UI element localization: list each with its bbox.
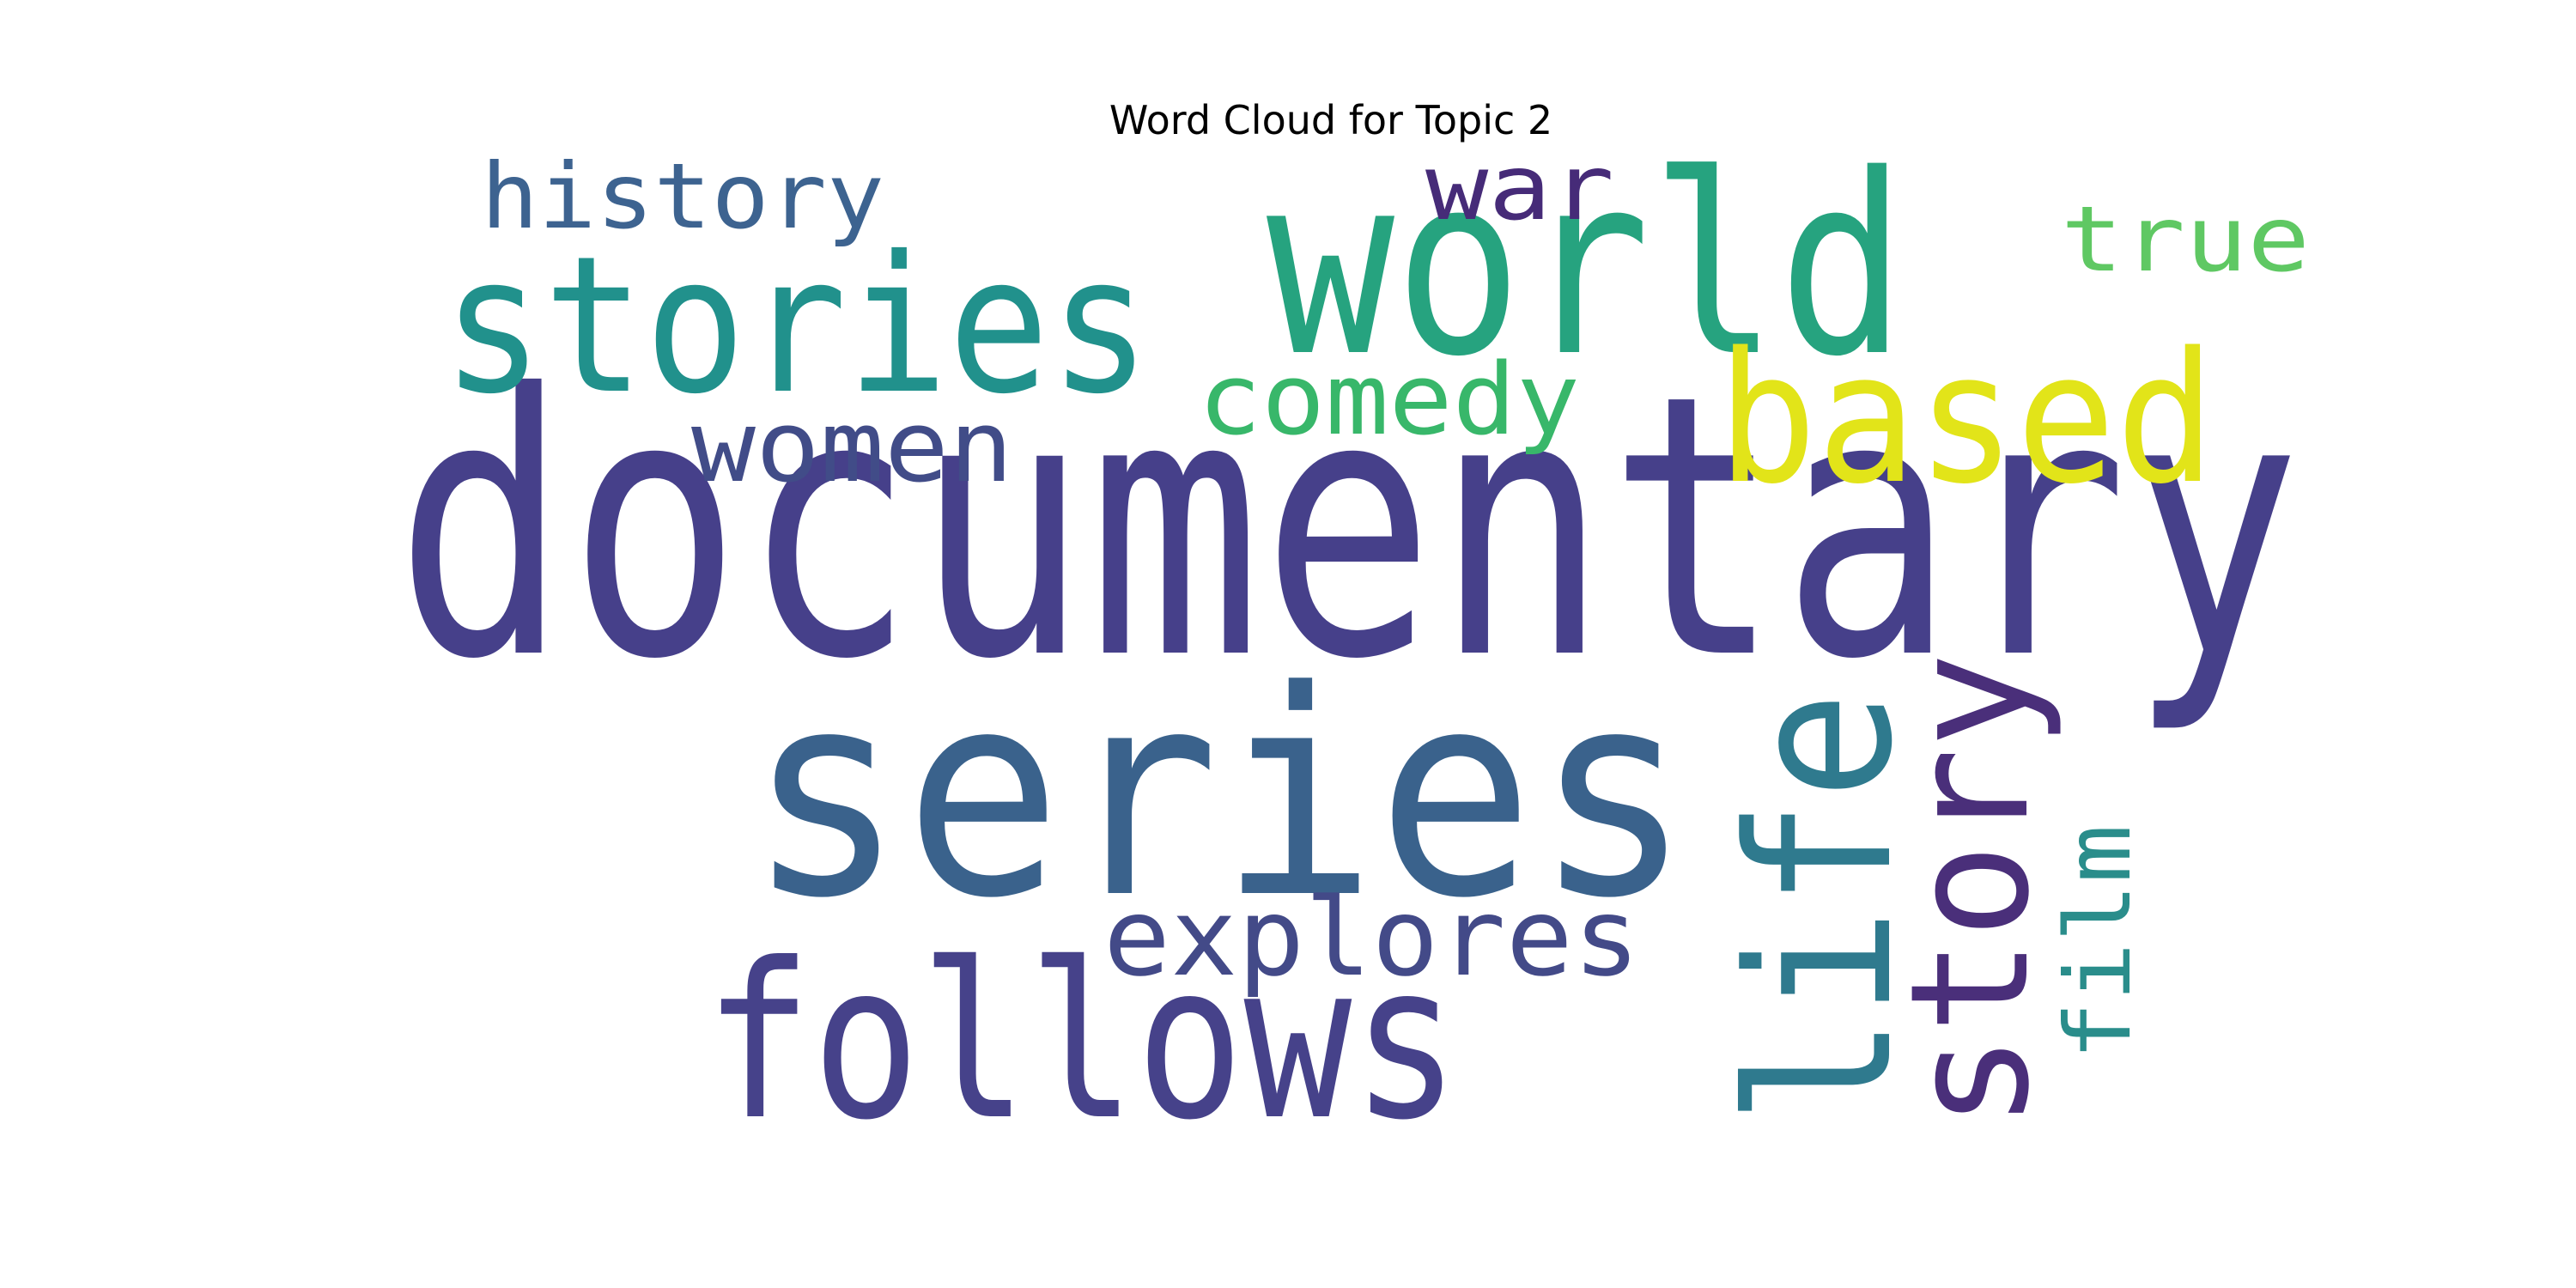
word-stories: stories (442, 216, 1151, 435)
word-series: series (747, 630, 1692, 960)
word-life: life (1707, 691, 1936, 1125)
word-documentary: documentary (395, 319, 2301, 738)
word-story: story (1875, 653, 2065, 1129)
word-follows: follows (704, 917, 1460, 1167)
word-comedy: comedy (1198, 343, 1580, 458)
word-women: women (691, 390, 1013, 505)
word-world: world (1267, 122, 1906, 411)
word-history: history (481, 144, 884, 249)
word-true: true (2061, 187, 2310, 292)
word-war: war (1425, 136, 1614, 240)
word-film: film (2046, 824, 2151, 1060)
word-explores: explores (1103, 876, 1640, 1000)
chart-title: Word Cloud for Topic 2 (1109, 97, 1553, 143)
word-based: based (1717, 313, 2215, 524)
